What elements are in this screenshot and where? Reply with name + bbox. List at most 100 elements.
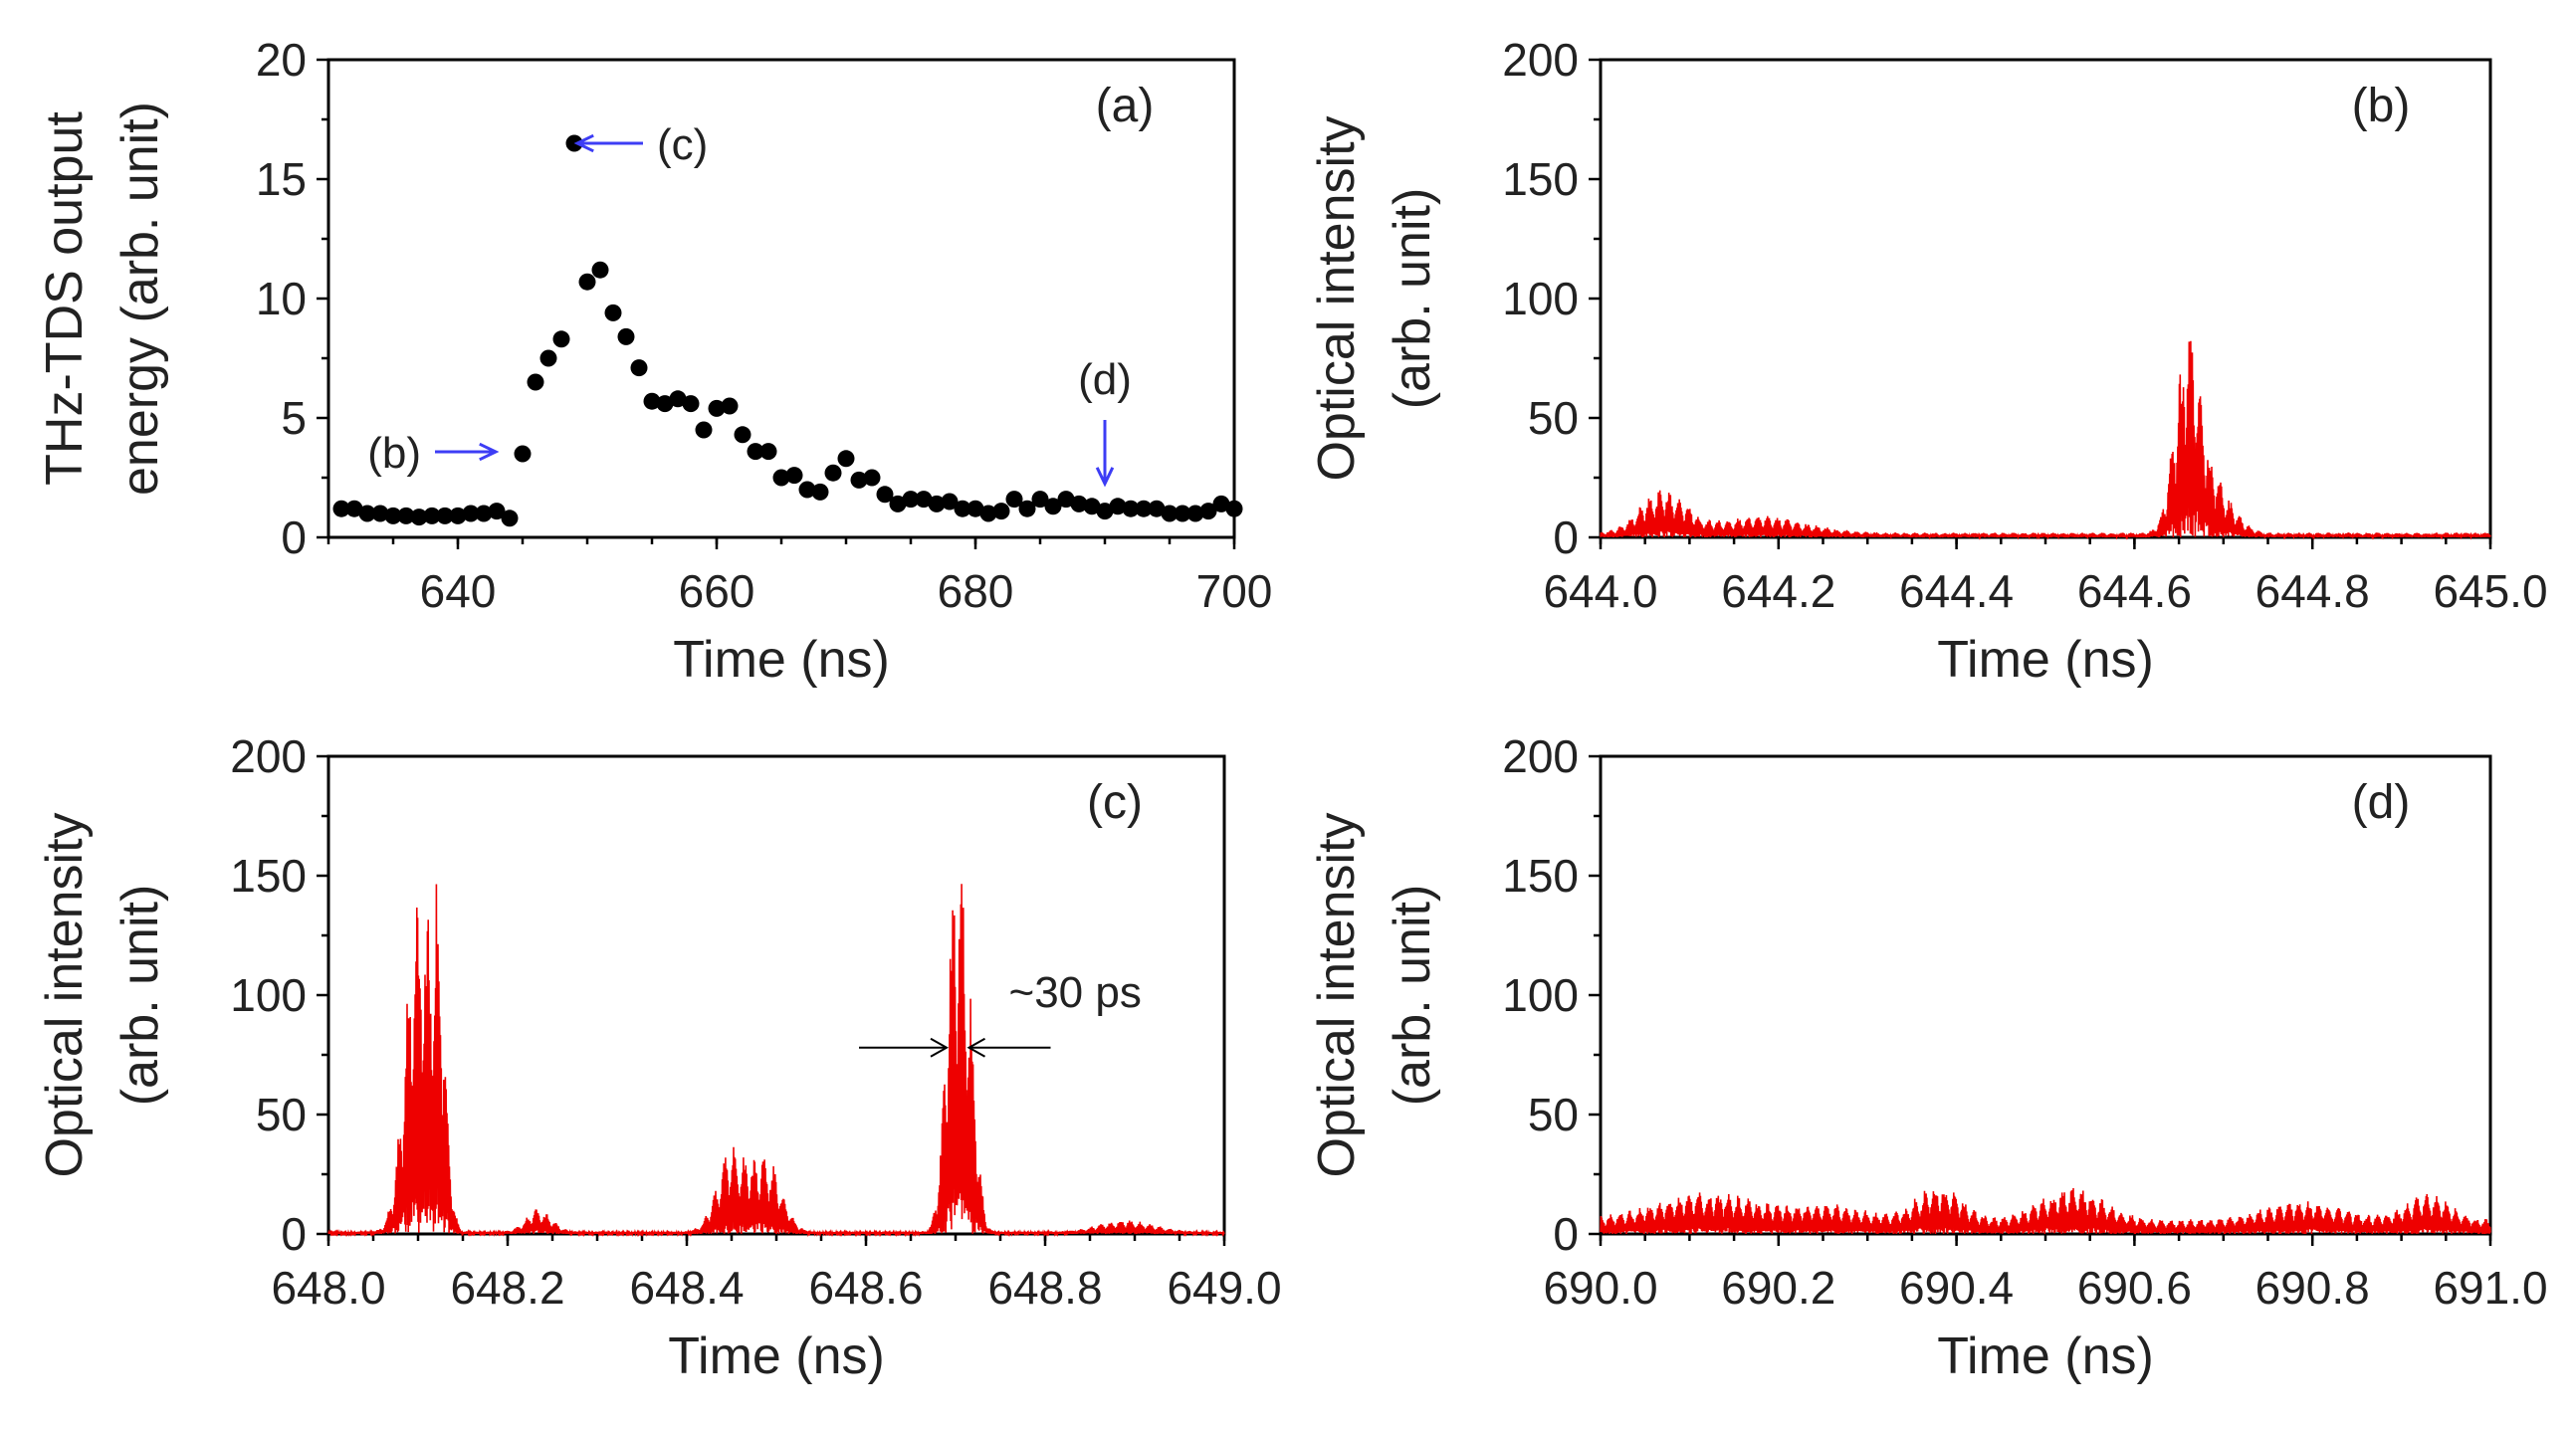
data-point [669,390,687,408]
x-tick-label: 660 [679,565,755,617]
data-point [630,359,648,377]
x-tick-label: 644.2 [1721,565,1835,617]
data-point [358,505,376,522]
x-tick-label: 691.0 [2433,1262,2547,1314]
data-point [785,467,803,485]
data-point [552,330,570,348]
data-point [1161,505,1179,522]
data-point [1005,491,1023,509]
y-axis-label-line: (arb. unit) [1384,885,1441,1107]
x-tick-label: 690.2 [1721,1262,1835,1314]
data-point [332,500,350,517]
series-line-d [1600,1187,2491,1235]
data-point [734,426,751,444]
y-tick-label: 200 [1502,730,1579,782]
data-point [423,507,441,524]
data-point [514,445,532,463]
x-tick-label: 690.6 [2077,1262,2192,1314]
pulse-width-annotation: ~30 ps [859,968,1142,1058]
width-arrowhead-left [930,1037,950,1058]
data-point [1212,495,1230,512]
x-tick-label: 648.4 [629,1262,744,1314]
data-point [475,505,493,522]
y-tick-label: 100 [1502,273,1579,324]
y-tick-label: 10 [256,273,307,324]
panel-label: (a) [1096,80,1155,132]
x-axis-label: Time (ns) [1937,1327,2154,1385]
panel-a: 0 5 10 15 20 640 660 680 700 Time (ns) THz-TDS out… [36,34,1272,689]
data-point [798,481,816,499]
x-tick-label: 649.0 [1167,1262,1281,1314]
data-point [992,503,1010,520]
data-point [345,500,363,517]
data-point [1148,500,1166,517]
pulse-width-label: ~30 ps [1009,968,1142,1017]
data-point [863,469,881,487]
data-point [850,471,868,489]
data-point [643,392,661,410]
y-tick-label: 50 [1528,392,1579,444]
x-tick-label: 644.8 [2255,565,2370,617]
data-point [915,491,933,509]
data-point [1186,505,1204,522]
data-point [954,500,971,517]
data-point [578,273,596,291]
annotation-label: (b) [367,429,421,478]
data-point [902,491,920,509]
annotation-arrowhead [1095,467,1115,488]
y-axis-label-line: Optical intensity [36,812,94,1177]
data-point [889,495,907,512]
data-point [1135,500,1153,517]
x-tick-label: 648.0 [271,1262,385,1314]
data-point [1057,491,1075,509]
data-point [1096,503,1114,520]
data-point [928,495,946,512]
x-tick-label: 644.0 [1543,565,1657,617]
x-tick-label: 690.0 [1543,1262,1657,1314]
y-tick-label: 0 [281,511,307,563]
y-axis-label-line: Optical intensity [1308,812,1366,1177]
x-tick-label: 700 [1196,565,1273,617]
y-tick-label: 20 [256,34,307,86]
data-point [708,399,726,417]
y-axis-label-line: (arb. unit) [1384,188,1441,410]
width-arrowhead-right [966,1037,985,1058]
data-point [759,443,777,461]
data-point [811,483,829,501]
data-point [1018,500,1036,517]
data-point [747,443,764,461]
data-point [539,349,557,367]
data-point [501,510,519,527]
x-axis-label: Time (ns) [1937,631,2154,689]
panel-b: 0 50 100 150 200 644.0 644.2 644.4 644.6 644.8 645… [1308,34,2548,689]
x-axis-label: Time (ns) [673,631,890,689]
y-axis-label-line: Optical intensity [1308,115,1366,481]
y-tick-label: 200 [230,730,307,782]
data-point [695,421,713,439]
y-tick-label: 150 [1502,850,1579,902]
data-point [721,397,739,415]
panel-label: (c) [1087,776,1143,829]
data-point [1044,498,1062,515]
x-tick-label: 648.2 [450,1262,564,1314]
y-tick-label: 15 [256,153,307,205]
data-point [656,395,674,413]
data-point [979,505,997,522]
series-line-b [1600,340,2491,540]
y-tick-label: 50 [1528,1089,1579,1140]
annotation-arrowhead [479,442,500,462]
annotation-label: (d) [1078,355,1132,404]
data-point [527,373,544,391]
y-tick-label: 0 [1553,511,1579,563]
data-point [824,464,842,482]
data-point [1122,500,1140,517]
data-point [488,503,506,520]
panel-label: (b) [2352,80,2411,132]
y-tick-label: 50 [256,1089,307,1140]
y-tick-label: 100 [1502,969,1579,1021]
panel-label: (d) [2352,776,2411,829]
data-point [1174,505,1191,522]
annotation-1: (c) [573,120,708,169]
data-point [876,486,894,504]
data-point [384,507,402,524]
